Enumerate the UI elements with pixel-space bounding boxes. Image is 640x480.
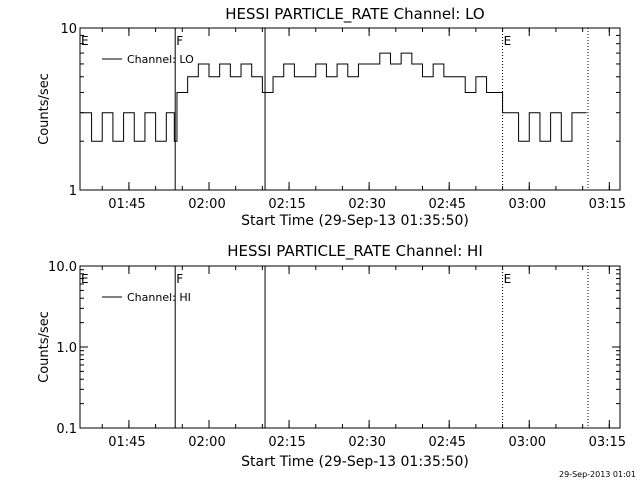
y-axis-label: Counts/sec	[37, 73, 52, 145]
event-marker-label: E	[504, 34, 512, 48]
x-tick-label: 02:00	[188, 435, 225, 450]
y-tick-label: 10.0	[48, 260, 77, 275]
x-tick-label: 03:15	[589, 435, 626, 450]
y-tick-label: 10	[60, 22, 77, 37]
x-tick-label: 02:30	[348, 197, 385, 212]
plot-frame	[79, 27, 621, 191]
y-tick-label: 0.1	[56, 422, 77, 437]
event-marker-label: F	[176, 272, 183, 286]
x-tick-label: 02:00	[188, 197, 225, 212]
event-marker-label: E	[81, 272, 89, 286]
x-tick-label: 02:15	[268, 197, 305, 212]
y-tick-label: 1.0	[56, 341, 77, 356]
chart-panel-2: HESSI PARTICLE_RATE Channel: HI 01:45 02:0…	[37, 242, 626, 470]
event-marker-label: E	[81, 34, 89, 48]
series-line	[80, 52, 587, 142]
legend-label: Channel: HI	[127, 291, 191, 304]
event-marker-label: E	[504, 272, 512, 286]
chart-panel-1: HESSI PARTICLE_RATE Channel: LO 01:45 02:0…	[37, 5, 626, 229]
chart-title: HESSI PARTICLE_RATE Channel: HI	[227, 242, 483, 261]
x-tick-label: 02:15	[268, 435, 305, 450]
x-tick-label: 02:45	[428, 435, 465, 450]
chart-title: HESSI PARTICLE_RATE Channel: LO	[225, 5, 484, 24]
x-tick-label: 01:45	[108, 435, 145, 450]
x-axis-label: Start Time (29-Sep-13 01:35:50)	[241, 213, 469, 229]
x-tick-label: 02:30	[348, 435, 385, 450]
y-tick-label: 1	[69, 184, 77, 199]
legend-label: Channel: LO	[127, 53, 194, 66]
x-tick-label: 02:45	[428, 197, 465, 212]
y-axis-label: Counts/sec	[37, 311, 52, 383]
x-tick-label: 01:45	[108, 197, 145, 212]
x-tick-label: 03:00	[509, 435, 546, 450]
footer-timestamp: 29-Sep-2013 01:01	[559, 470, 636, 479]
event-marker-label: F	[176, 34, 183, 48]
x-tick-label: 03:15	[589, 197, 626, 212]
x-axis-label: Start Time (29-Sep-13 01:35:50)	[241, 454, 469, 470]
x-tick-label: 03:00	[509, 197, 546, 212]
